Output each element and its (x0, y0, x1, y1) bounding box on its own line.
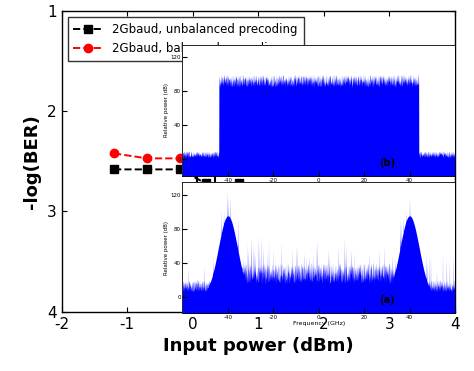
X-axis label: Frequency (GHz): Frequency (GHz) (292, 184, 345, 189)
Text: (b): (b) (379, 158, 395, 168)
Y-axis label: -log(BER): -log(BER) (23, 114, 41, 209)
Y-axis label: Relative power (dB): Relative power (dB) (164, 221, 169, 275)
Legend: 2Gbaud, unbalanced precoding, 2Gbaud, balanced precoding: 2Gbaud, unbalanced precoding, 2Gbaud, ba… (67, 17, 304, 61)
X-axis label: Frequency (GHz): Frequency (GHz) (292, 321, 345, 326)
X-axis label: Input power (dBm): Input power (dBm) (163, 337, 354, 355)
Y-axis label: Relative power (dB): Relative power (dB) (164, 83, 169, 137)
Text: (a): (a) (379, 295, 394, 305)
